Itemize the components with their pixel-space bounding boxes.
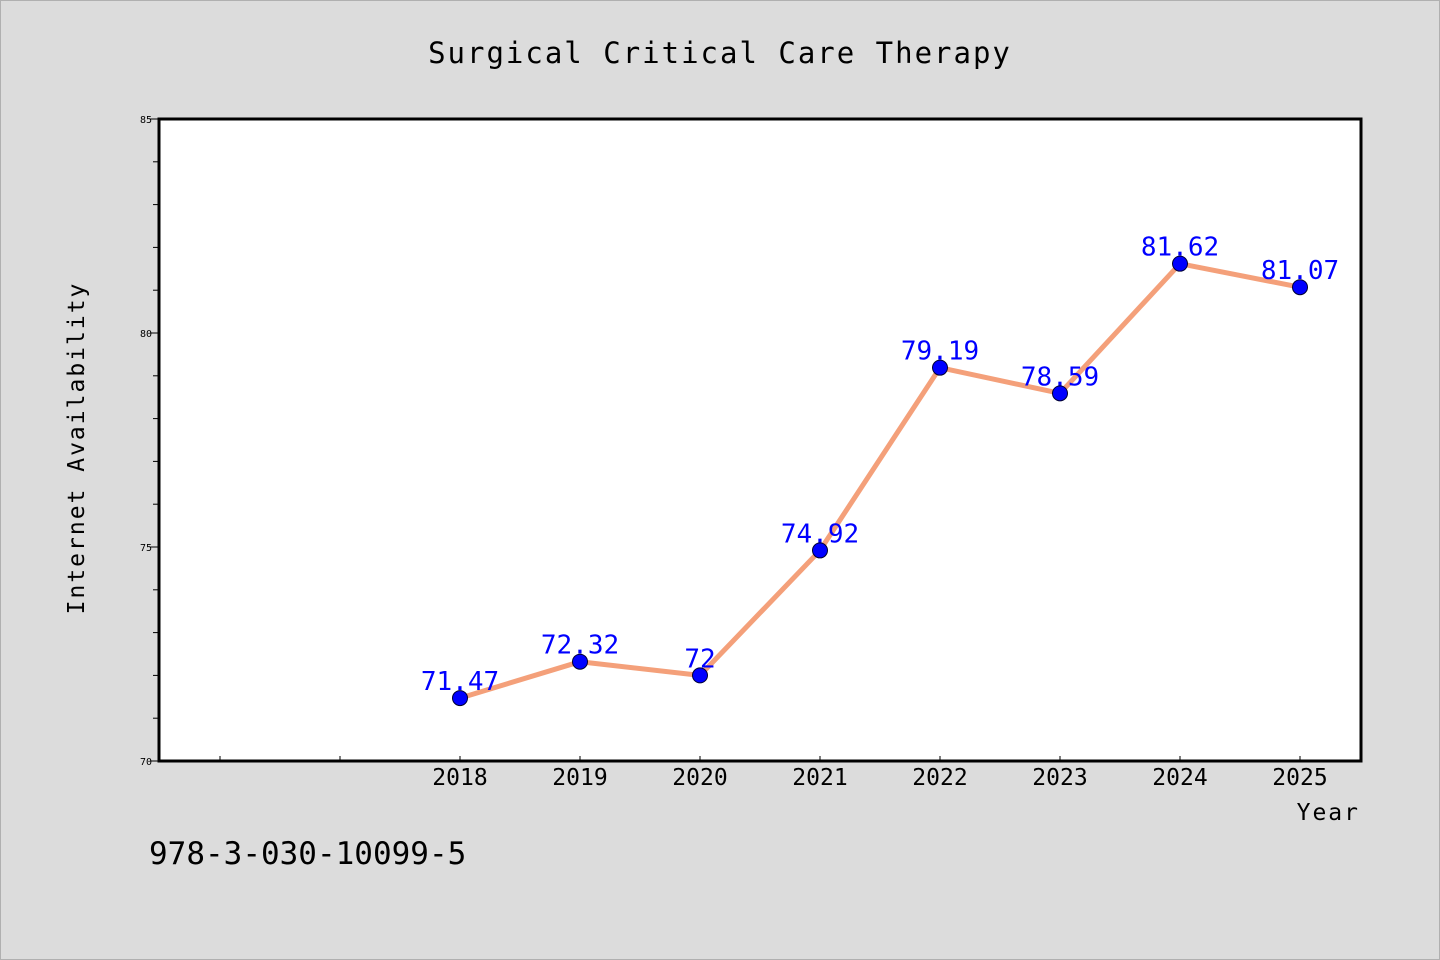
y-tick-label: 80 <box>140 329 152 340</box>
data-point <box>572 653 588 670</box>
x-axis-label: Year <box>1297 800 1360 826</box>
data-point <box>812 542 828 559</box>
data-point <box>1172 255 1188 272</box>
x-tick-label: 2024 <box>1152 765 1207 791</box>
y-axis-label: Internet Availability <box>64 282 90 615</box>
x-tick-label: 2022 <box>912 765 967 791</box>
plot-area <box>157 117 1363 763</box>
x-tick-label: 2020 <box>672 765 727 791</box>
footnote-isbn: 978-3-030-10099-5 <box>149 836 466 872</box>
data-point <box>1292 279 1308 296</box>
y-axis: 70 75 80 85 <box>140 115 158 768</box>
x-tick-label: 2021 <box>792 765 847 791</box>
data-point <box>1052 385 1068 402</box>
x-tick-label: 2019 <box>552 765 607 791</box>
y-tick-label: 85 <box>140 115 152 126</box>
y-tick-label: 75 <box>140 543 152 554</box>
data-point <box>932 359 948 376</box>
chart-title: Surgical Critical Care Therapy <box>428 36 1012 70</box>
series-line <box>457 261 1303 701</box>
x-tick-label: 2023 <box>1032 765 1087 791</box>
data-point <box>692 667 708 684</box>
x-tick-label: 2025 <box>1272 765 1327 791</box>
data-point <box>452 690 468 707</box>
x-tick-label: 2018 <box>432 765 487 791</box>
x-axis: 2018 2019 2020 2021 2022 2023 2024 2025 <box>219 756 1328 791</box>
y-tick-label: 70 <box>140 757 152 768</box>
